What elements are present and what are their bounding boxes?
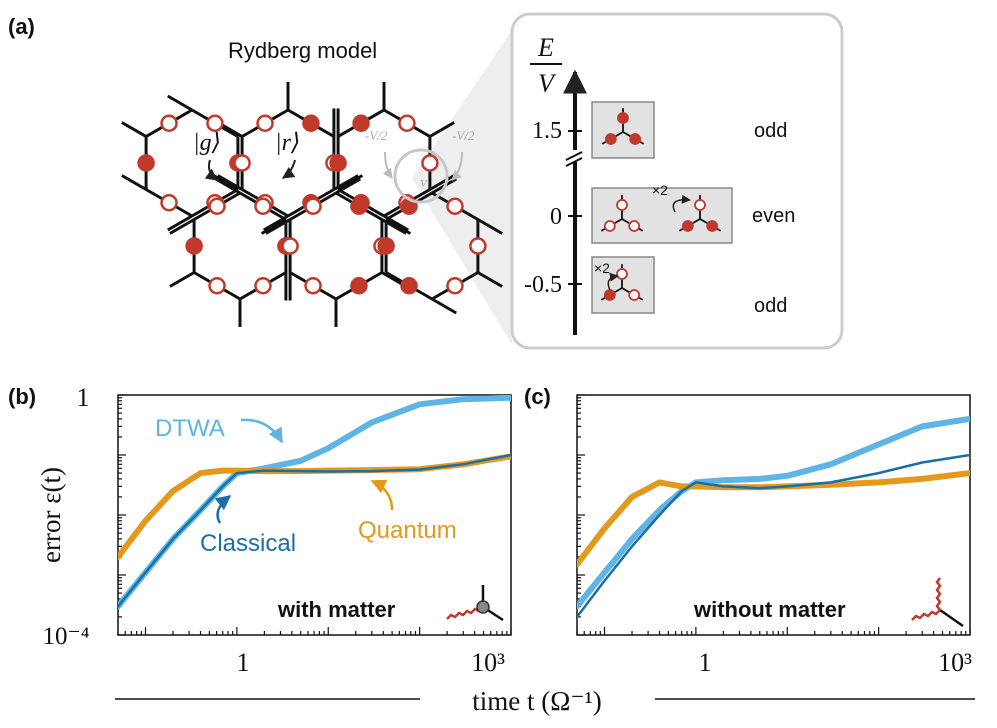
axis-break-mark-1 (565, 151, 583, 161)
lattice-atom (137, 154, 155, 172)
config-atom (681, 220, 694, 232)
parity-label-3: odd (754, 295, 787, 317)
lattice-atom (254, 197, 272, 215)
annotation-with-matter: with matter (277, 597, 396, 622)
config-atom (616, 199, 628, 211)
config-atom (617, 112, 629, 124)
lattice-atom (304, 197, 322, 215)
hop-arrow-odd-low (607, 272, 619, 291)
multiplicity-odd-low: ×2 (594, 260, 610, 276)
plot-b-ticks (117, 394, 512, 636)
vertex-configurations (600, 108, 722, 301)
config-atom (694, 199, 706, 211)
panel-c-label: (c) (524, 384, 551, 409)
lattice-atom (446, 277, 464, 295)
energy-axis-denominator: V (538, 69, 557, 98)
lattice-atom (398, 114, 416, 132)
lattice-atom (352, 114, 370, 132)
lattice-atom (421, 154, 439, 172)
lattice-atom (329, 154, 347, 172)
ket-r-arrow (282, 159, 296, 179)
lattice-atom (281, 237, 299, 255)
multiplicity-even: ×2 (652, 182, 668, 198)
coupling-ring (393, 148, 449, 204)
x-tick-label-1000-b: 10³ (471, 648, 505, 677)
lattice-atom (233, 154, 251, 172)
config-atom (628, 289, 641, 301)
config-atom (706, 220, 719, 232)
y-tick-label-bottom: 10⁻⁴ (43, 623, 90, 650)
ket-g-label: |g⟩ (193, 130, 221, 156)
series-dtwa-c (577, 415, 970, 610)
config-box-odd-low (591, 256, 655, 314)
lattice-atom (400, 277, 418, 295)
plot-b-series (118, 395, 511, 610)
axis-break-mark-2 (565, 157, 583, 167)
config-atom (616, 268, 628, 280)
legend-quantum: Quantum (358, 517, 457, 544)
energy-value-1: 1.5 (532, 118, 562, 144)
coupling-right-arrow (451, 151, 463, 181)
config-atom (628, 220, 641, 232)
x-tick-label-1-b: 1 (237, 648, 250, 677)
legend-dtwa-arrow (240, 418, 284, 444)
lattice-atoms (137, 114, 487, 295)
rydberg-model-title: Rydberg model (228, 38, 377, 63)
panel-a-label: (a) (8, 14, 35, 39)
with-matter-vertex-icon (446, 585, 504, 622)
y-axis-label: error ε(t) (36, 467, 66, 563)
energy-axis-numerator: E (537, 33, 554, 62)
x-tick-label-1000-c: 10³ (938, 648, 972, 677)
legend-quantum-arrow (370, 479, 394, 511)
energy-value-3: -0.5 (524, 272, 562, 298)
lattice-atom (256, 114, 274, 132)
series-classical-c (577, 453, 970, 619)
coupling-right-label: -V/2 (452, 128, 475, 143)
hop-arrow-even (672, 194, 691, 213)
parity-label-2: even (752, 205, 795, 227)
ket-r-label: |r⟩ (275, 130, 300, 156)
lattice-atom (377, 237, 395, 255)
lattice-atom (446, 197, 464, 215)
lattice-atom (302, 114, 320, 132)
config-atom (603, 220, 616, 232)
lattice-atom (208, 277, 226, 295)
x-axis-label: time t (Ω⁻¹) (472, 686, 601, 716)
config-atom (629, 133, 642, 145)
lattice-atom (206, 114, 224, 132)
lattice-atom (350, 197, 368, 215)
plot-c-series (577, 415, 970, 619)
lattice-atom (254, 277, 272, 295)
ket-g-arrow (204, 159, 218, 181)
y-tick-label-top: 1 (77, 383, 90, 412)
lattice-atom (160, 114, 178, 132)
lattice-atom (208, 197, 226, 215)
coupling-left-arrow (382, 151, 393, 179)
coupling-left-label: -V/2 (365, 128, 388, 143)
annotation-without-matter: without matter (693, 597, 846, 622)
legend-dtwa: DTWA (155, 415, 225, 442)
lattice-atom (469, 237, 487, 255)
panel-b-label: (b) (8, 384, 36, 409)
parity-label-1: odd (754, 120, 787, 142)
series-classical-b (118, 453, 511, 608)
lattice-atom (304, 277, 322, 295)
coupling-annotation: -V/2 -V/2 V (365, 128, 475, 204)
legend-classical: Classical (200, 530, 296, 557)
lattice-atom (185, 237, 203, 255)
config-atom (603, 289, 616, 301)
lattice-atom (160, 194, 178, 212)
without-matter-vertex-icon (911, 577, 964, 628)
x-tick-label-1-c: 1 (699, 648, 712, 677)
coupling-center-label: V (420, 178, 428, 190)
config-box-even (591, 187, 733, 244)
lattice-atom (350, 277, 368, 295)
zoom-wedge (412, 30, 512, 345)
config-atom (604, 133, 617, 145)
legend-classical-arrow (214, 495, 232, 524)
energy-value-2: 0 (550, 204, 562, 230)
